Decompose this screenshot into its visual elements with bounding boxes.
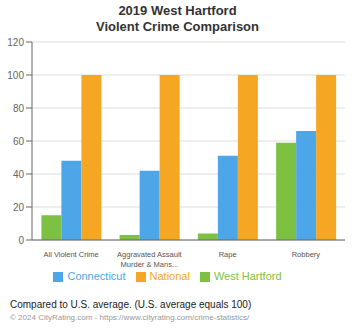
html-text:National: National [149,270,190,282]
svg-text:20: 20 [13,202,25,213]
html-text:Violent Crime Comparison: Violent Crime Comparison [96,19,259,34]
svg-text:40: 40 [13,169,25,180]
svg-text:Aggravated AssaultMurder & Man: Aggravated AssaultMurder & Mans... [117,250,183,269]
html-text:© 2024 CityRating.com - https:: © 2024 CityRating.com - https://www.city… [10,313,250,322]
svg-text:60: 60 [13,136,25,147]
svg-text:0: 0 [18,235,24,246]
html-text:West Hartford: West Hartford [213,270,282,282]
html-text:Compared to U.S. average. (U.S: Compared to U.S. average. (U.S. average … [10,299,252,310]
svg-text:All Violent Crime: All Violent Crime [43,250,98,259]
svg-text:Rape: Rape [219,250,237,259]
svg-text:Robbery: Robbery [292,250,321,259]
html-text:2019 West Hartford: 2019 West Hartford [118,3,237,18]
svg-text:100: 100 [8,70,24,81]
html-text:Connecticut: Connecticut [67,270,126,282]
svg-text:80: 80 [13,103,25,114]
svg-text:120: 120 [8,37,24,48]
